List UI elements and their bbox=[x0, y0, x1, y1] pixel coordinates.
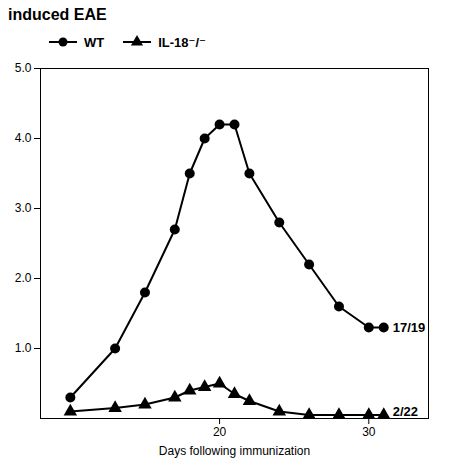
svg-text:3.0: 3.0 bbox=[15, 201, 32, 215]
html-text:WT: WT bbox=[84, 34, 105, 50]
html-text:IL-18⁻/⁻: IL-18⁻/⁻ bbox=[158, 34, 206, 50]
svg-text:Days following immunization: Days following immunization bbox=[159, 444, 310, 458]
svg-text:30: 30 bbox=[362, 425, 376, 439]
svg-text:5.0: 5.0 bbox=[15, 61, 32, 75]
svg-text:17/19: 17/19 bbox=[393, 320, 426, 335]
svg-text:2.0: 2.0 bbox=[15, 271, 32, 285]
svg-text:4.0: 4.0 bbox=[15, 131, 32, 145]
html-text:induced EAE: induced EAE bbox=[8, 6, 107, 23]
svg-text:1.0: 1.0 bbox=[15, 341, 32, 355]
svg-text:2/22: 2/22 bbox=[393, 404, 418, 419]
svg-text:20: 20 bbox=[213, 425, 227, 439]
